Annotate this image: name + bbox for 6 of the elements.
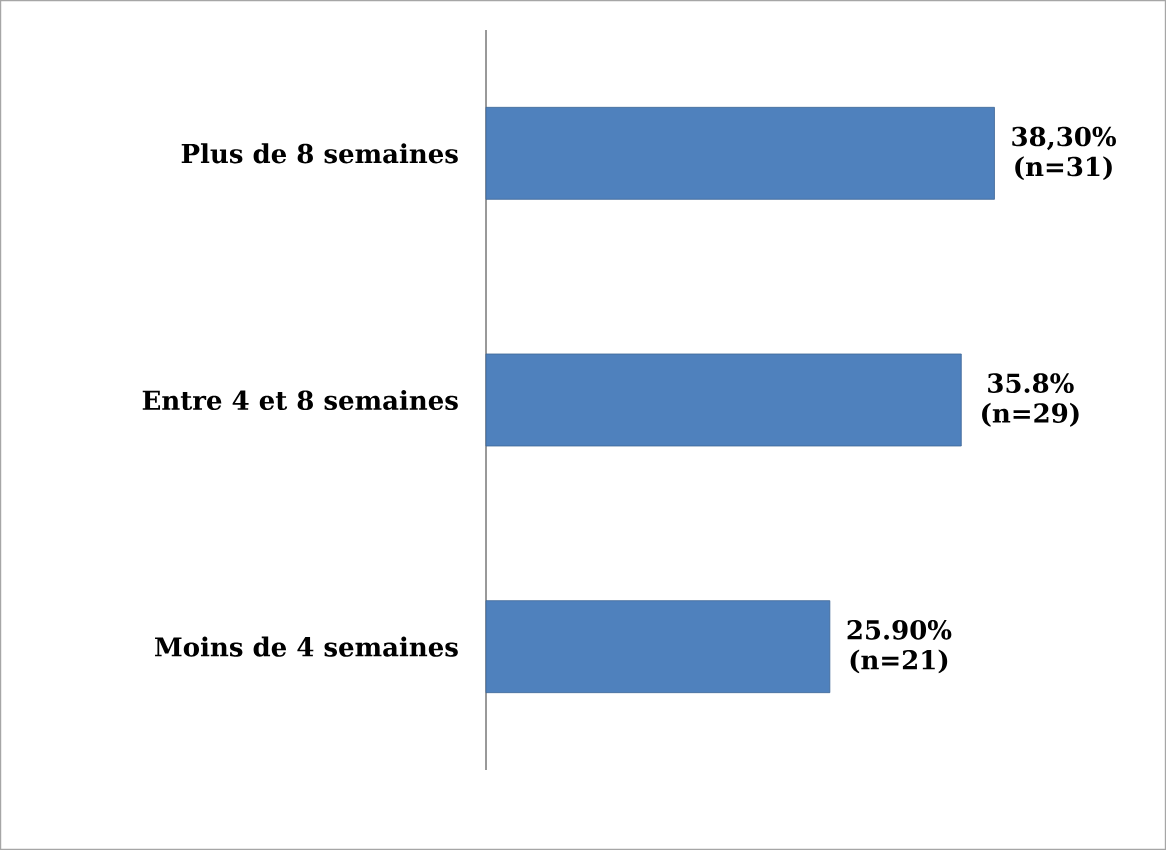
data-label: 35.8% (n=29): [982, 373, 1079, 427]
y-tick-label: Entre 4 et 8 semaines: [142, 389, 458, 411]
y-tick-label: Moins de 4 semaines: [155, 636, 458, 657]
data-label: 25.90% (n=21): [847, 619, 952, 674]
y-tick-label: Plus de 8 semaines: [181, 143, 458, 164]
data-label: 38,30% (n=31): [1012, 126, 1116, 180]
